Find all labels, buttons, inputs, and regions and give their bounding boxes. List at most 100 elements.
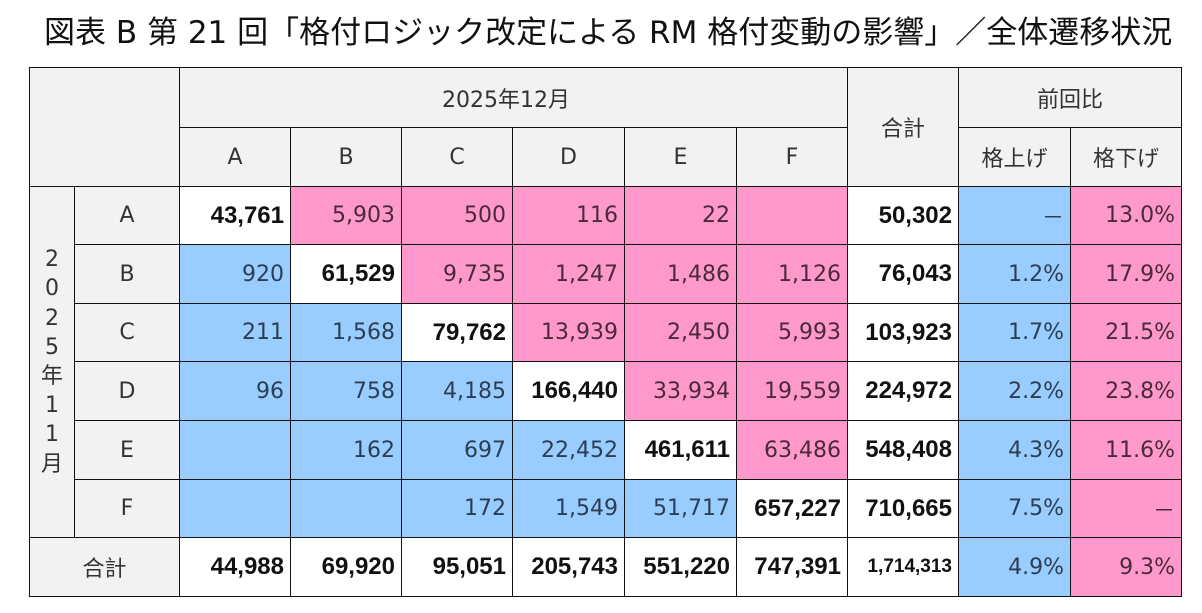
column-header-d: D bbox=[512, 127, 625, 187]
cell-c-f: 5,993 bbox=[736, 303, 848, 362]
row-header-f: F bbox=[74, 479, 180, 538]
period-header: 2025年12月 bbox=[179, 67, 848, 128]
row-group-char: 年 bbox=[40, 364, 63, 389]
total-header-label: 合計 bbox=[880, 117, 925, 142]
row-total-e: 548,408 bbox=[847, 420, 959, 480]
row-header-b: B bbox=[74, 244, 180, 304]
cell-d-c: 4,185 bbox=[401, 361, 513, 421]
upgrade-rate-b: 1.2% bbox=[958, 244, 1071, 304]
totals-row-label: 合計 bbox=[29, 537, 180, 597]
column-header-c: C bbox=[401, 127, 513, 187]
row-header-d: D bbox=[74, 361, 180, 421]
row-group-char: 1 bbox=[45, 422, 59, 448]
cell-b-f: 1,126 bbox=[736, 244, 848, 304]
downgrade-rate-c: 21.5% bbox=[1070, 303, 1182, 362]
cell-b-b: 61,529 bbox=[290, 244, 402, 304]
cell-d-e: 33,934 bbox=[624, 361, 737, 421]
cell-b-c: 9,735 bbox=[401, 244, 513, 304]
row-total-a: 50,302 bbox=[847, 186, 959, 245]
table-row: E 162 697 22,452 461,611 63,486 548,408 … bbox=[30, 420, 1182, 480]
cell-f-c: 172 bbox=[401, 479, 513, 538]
corner-blank-cell bbox=[29, 67, 180, 187]
cell-e-a bbox=[179, 420, 291, 480]
upgrade-rate-d: 2.2% bbox=[958, 361, 1071, 421]
upgrade-header: 格上げ bbox=[958, 127, 1071, 187]
row-group-char: 1 bbox=[45, 393, 59, 419]
row-header-e: E bbox=[74, 420, 180, 480]
cell-e-e: 461,611 bbox=[624, 420, 737, 480]
downgrade-rate-a: 13.0% bbox=[1070, 186, 1182, 245]
downgrade-rate-e: 11.6% bbox=[1070, 420, 1182, 480]
cell-a-b: 5,903 bbox=[290, 186, 402, 245]
row-group-label: 2 0 2 5 年 1 1 月 bbox=[29, 186, 75, 538]
downgrade-rate-f: － bbox=[1070, 479, 1182, 538]
total-header: 合計 bbox=[847, 67, 959, 187]
cell-f-a bbox=[179, 479, 291, 538]
cell-d-d: 166,440 bbox=[512, 361, 625, 421]
row-group-char: 2 bbox=[45, 247, 59, 273]
table-row: 2 0 2 5 年 1 1 月 A 43,761 5,903 500 116 2… bbox=[29, 186, 1182, 538]
column-header-b: B bbox=[290, 127, 402, 187]
table-row: F 172 1,549 51,717 657,227 710,665 7.5% … bbox=[30, 479, 1182, 538]
comparison-header-label: 前回比 bbox=[1036, 87, 1103, 113]
cell-e-c: 697 bbox=[401, 420, 513, 480]
cell-b-d: 1,247 bbox=[512, 244, 625, 304]
row-total-f: 710,665 bbox=[847, 479, 959, 538]
cell-b-a: 920 bbox=[179, 244, 291, 304]
totals-row: 合計 44,988 69,920 95,051 205,743 551,220 … bbox=[29, 537, 1182, 597]
cell-e-b: 162 bbox=[290, 420, 402, 480]
row-header-a: A bbox=[74, 186, 180, 245]
row-header-c: C bbox=[74, 303, 180, 362]
column-total-d: 205,743 bbox=[512, 537, 625, 597]
cell-a-f bbox=[736, 186, 848, 245]
upgrade-rate-f: 7.5% bbox=[958, 479, 1071, 538]
column-total-b: 69,920 bbox=[290, 537, 402, 597]
column-header-e: E bbox=[624, 127, 737, 187]
upgrade-rate-a: － bbox=[958, 186, 1071, 245]
table-row: D 96 758 4,185 166,440 33,934 19,559 224… bbox=[30, 361, 1182, 421]
cell-a-e: 22 bbox=[624, 186, 737, 245]
row-total-c: 103,923 bbox=[847, 303, 959, 362]
figure-title: 図表 B 第 21 回「格付ロジック改定による RM 格付変動の影響」／全体遷移… bbox=[44, 15, 1173, 51]
cell-f-b bbox=[290, 479, 402, 538]
cell-c-b: 1,568 bbox=[290, 303, 402, 362]
cell-b-e: 1,486 bbox=[624, 244, 737, 304]
cell-f-d: 1,549 bbox=[512, 479, 625, 538]
table-row: B 920 61,529 9,735 1,247 1,486 1,126 76,… bbox=[30, 244, 1182, 304]
cell-e-f: 63,486 bbox=[736, 420, 848, 480]
cell-c-e: 2,450 bbox=[624, 303, 737, 362]
cell-d-b: 758 bbox=[290, 361, 402, 421]
period-header-label: 2025年12月 bbox=[442, 87, 570, 113]
cell-a-d: 116 bbox=[512, 186, 625, 245]
column-total-a: 44,988 bbox=[179, 537, 291, 597]
cell-a-c: 500 bbox=[401, 186, 513, 245]
cell-d-a: 96 bbox=[179, 361, 291, 421]
column-header-f: F bbox=[736, 127, 848, 187]
downgrade-rate-b: 17.9% bbox=[1070, 244, 1182, 304]
comparison-header: 前回比 bbox=[958, 67, 1182, 128]
upgrade-rate-total: 4.9% bbox=[958, 537, 1071, 597]
cell-f-f: 657,227 bbox=[736, 479, 848, 538]
cell-f-e: 51,717 bbox=[624, 479, 737, 538]
cell-c-c: 79,762 bbox=[401, 303, 513, 362]
table-row: C 211 1,568 79,762 13,939 2,450 5,993 10… bbox=[30, 303, 1182, 362]
cell-c-a: 211 bbox=[179, 303, 291, 362]
downgrade-rate-d: 23.8% bbox=[1070, 361, 1182, 421]
column-header-a: A bbox=[179, 127, 291, 187]
cell-a-a: 43,761 bbox=[179, 186, 291, 245]
column-total-c: 95,051 bbox=[401, 537, 513, 597]
cell-d-f: 19,559 bbox=[736, 361, 848, 421]
row-total-b: 76,043 bbox=[847, 244, 959, 304]
rating-transition-table: 2025年12月 合計 前回比 A B C D E F 格上げ 格下げ 2 0 … bbox=[29, 67, 1182, 597]
downgrade-header: 格下げ bbox=[1070, 127, 1182, 187]
column-total-f: 747,391 bbox=[736, 537, 848, 597]
row-group-char: 5 bbox=[45, 334, 59, 360]
upgrade-rate-e: 4.3% bbox=[958, 420, 1071, 480]
row-group-char: 0 bbox=[45, 276, 59, 302]
downgrade-rate-total: 9.3% bbox=[1070, 537, 1182, 597]
column-total-e: 551,220 bbox=[624, 537, 737, 597]
cell-c-d: 13,939 bbox=[512, 303, 625, 362]
row-group-char: 2 bbox=[45, 305, 59, 331]
row-total-d: 224,972 bbox=[847, 361, 959, 421]
grand-total: 1,714,313 bbox=[847, 537, 959, 597]
